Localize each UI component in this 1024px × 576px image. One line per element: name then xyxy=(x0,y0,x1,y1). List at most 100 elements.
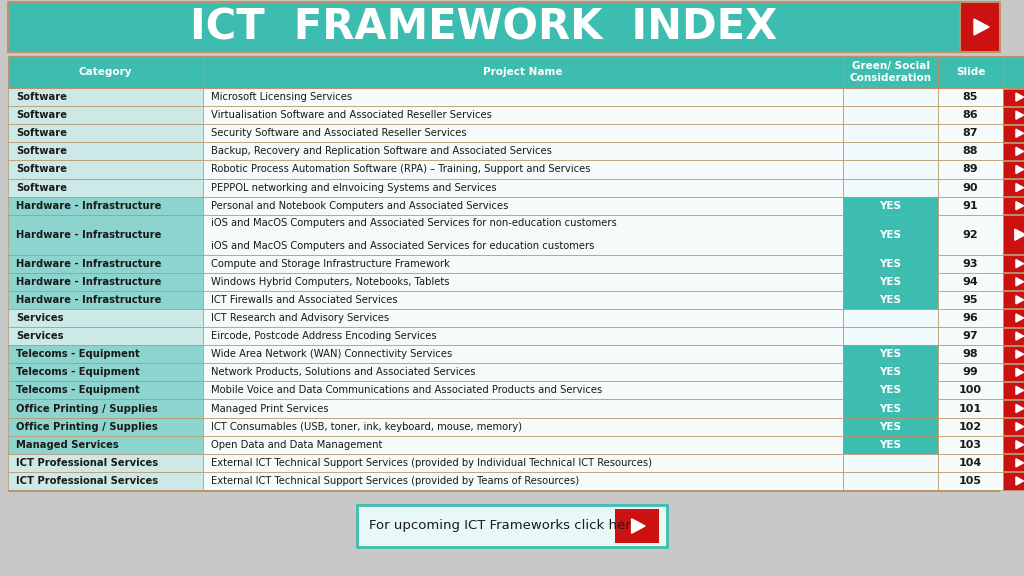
Text: 94: 94 xyxy=(963,276,978,287)
Text: YES: YES xyxy=(880,295,901,305)
Text: Security Software and Associated Reseller Services: Security Software and Associated Reselle… xyxy=(211,128,467,138)
Bar xyxy=(843,106,938,124)
Bar xyxy=(1002,454,1024,471)
Bar xyxy=(8,142,203,161)
Bar xyxy=(203,215,843,255)
Text: Services: Services xyxy=(16,313,63,323)
Bar xyxy=(8,215,203,255)
Bar xyxy=(843,435,938,454)
Bar xyxy=(203,272,843,291)
Bar xyxy=(938,88,1002,106)
Text: 88: 88 xyxy=(963,146,978,156)
Text: YES: YES xyxy=(880,385,901,395)
Bar xyxy=(1002,197,1024,214)
Bar xyxy=(203,179,843,196)
Text: YES: YES xyxy=(880,349,901,359)
Text: Robotic Process Automation Software (RPA) – Training, Support and Services: Robotic Process Automation Software (RPA… xyxy=(211,165,591,175)
Text: External ICT Technical Support Services (provided by Individual Technical ICT Re: External ICT Technical Support Services … xyxy=(211,458,652,468)
Text: 89: 89 xyxy=(963,165,978,175)
Text: 92: 92 xyxy=(963,230,978,240)
Polygon shape xyxy=(1016,184,1024,192)
Polygon shape xyxy=(1016,165,1024,173)
Text: Managed Services: Managed Services xyxy=(16,439,119,450)
Bar xyxy=(843,161,938,179)
Text: YES: YES xyxy=(880,259,901,268)
Bar xyxy=(203,363,843,381)
Polygon shape xyxy=(632,519,645,533)
Text: YES: YES xyxy=(880,200,901,211)
Bar xyxy=(843,363,938,381)
Bar xyxy=(843,454,938,472)
Bar xyxy=(203,345,843,363)
Text: ICT Professional Services: ICT Professional Services xyxy=(16,458,158,468)
Bar xyxy=(843,124,938,142)
Text: Eircode, Postcode Address Encoding Services: Eircode, Postcode Address Encoding Servi… xyxy=(211,331,436,341)
Text: 91: 91 xyxy=(963,200,978,211)
Bar xyxy=(1002,400,1024,417)
Bar xyxy=(8,179,203,196)
Bar xyxy=(8,327,203,345)
Text: 98: 98 xyxy=(963,349,978,359)
Bar xyxy=(8,255,203,272)
Bar xyxy=(938,435,1002,454)
Bar xyxy=(938,124,1002,142)
Bar xyxy=(1002,125,1024,142)
Bar xyxy=(203,309,843,327)
Bar xyxy=(8,345,203,363)
Bar xyxy=(1002,328,1024,344)
Text: Telecoms - Equipment: Telecoms - Equipment xyxy=(16,349,139,359)
Text: Virtualisation Software and Associated Reseller Services: Virtualisation Software and Associated R… xyxy=(211,110,492,120)
Bar xyxy=(8,454,203,472)
Bar xyxy=(1002,107,1024,124)
Text: Hardware - Infrastructure: Hardware - Infrastructure xyxy=(16,230,162,240)
Text: 95: 95 xyxy=(963,295,978,305)
Polygon shape xyxy=(1016,278,1024,286)
Bar xyxy=(1002,309,1024,327)
Bar xyxy=(8,400,203,418)
Polygon shape xyxy=(1016,202,1024,210)
Polygon shape xyxy=(1016,477,1024,485)
Text: Software: Software xyxy=(16,92,67,102)
Bar xyxy=(8,272,203,291)
Bar xyxy=(961,2,1000,52)
Text: 96: 96 xyxy=(963,313,978,323)
Bar xyxy=(203,435,843,454)
Text: YES: YES xyxy=(880,230,901,240)
Bar xyxy=(1002,161,1024,178)
Bar xyxy=(843,291,938,309)
Bar xyxy=(203,255,843,272)
Bar xyxy=(8,363,203,381)
Polygon shape xyxy=(1016,404,1024,412)
Bar xyxy=(938,106,1002,124)
Bar xyxy=(203,88,843,106)
Bar xyxy=(203,196,843,215)
Polygon shape xyxy=(1016,111,1024,119)
Text: 90: 90 xyxy=(963,183,978,192)
Text: Network Products, Solutions and Associated Services: Network Products, Solutions and Associat… xyxy=(211,367,475,377)
Bar xyxy=(1002,472,1024,490)
Text: ICT  FRAMEWORK  INDEX: ICT FRAMEWORK INDEX xyxy=(190,6,777,48)
Text: Mobile Voice and Data Communications and Associated Products and Services: Mobile Voice and Data Communications and… xyxy=(211,385,602,395)
Bar xyxy=(843,472,938,490)
Bar xyxy=(843,56,938,88)
Text: 99: 99 xyxy=(963,367,978,377)
Text: Office Printing / Supplies: Office Printing / Supplies xyxy=(16,422,158,431)
Text: 93: 93 xyxy=(963,259,978,268)
Bar xyxy=(8,418,203,435)
Bar xyxy=(938,472,1002,490)
Text: Hardware - Infrastructure: Hardware - Infrastructure xyxy=(16,259,162,268)
Text: Hardware - Infrastructure: Hardware - Infrastructure xyxy=(16,200,162,211)
Bar xyxy=(938,196,1002,215)
Bar xyxy=(615,509,659,543)
Text: PEPPOL networking and eInvoicing Systems and Services: PEPPOL networking and eInvoicing Systems… xyxy=(211,183,497,192)
Text: 104: 104 xyxy=(958,458,982,468)
Bar xyxy=(938,56,1002,88)
Bar xyxy=(938,272,1002,291)
Bar xyxy=(938,291,1002,309)
Bar xyxy=(203,400,843,418)
Bar xyxy=(843,196,938,215)
Text: Telecoms - Equipment: Telecoms - Equipment xyxy=(16,367,139,377)
Bar xyxy=(843,400,938,418)
Polygon shape xyxy=(1016,93,1024,101)
Bar xyxy=(1002,382,1024,399)
